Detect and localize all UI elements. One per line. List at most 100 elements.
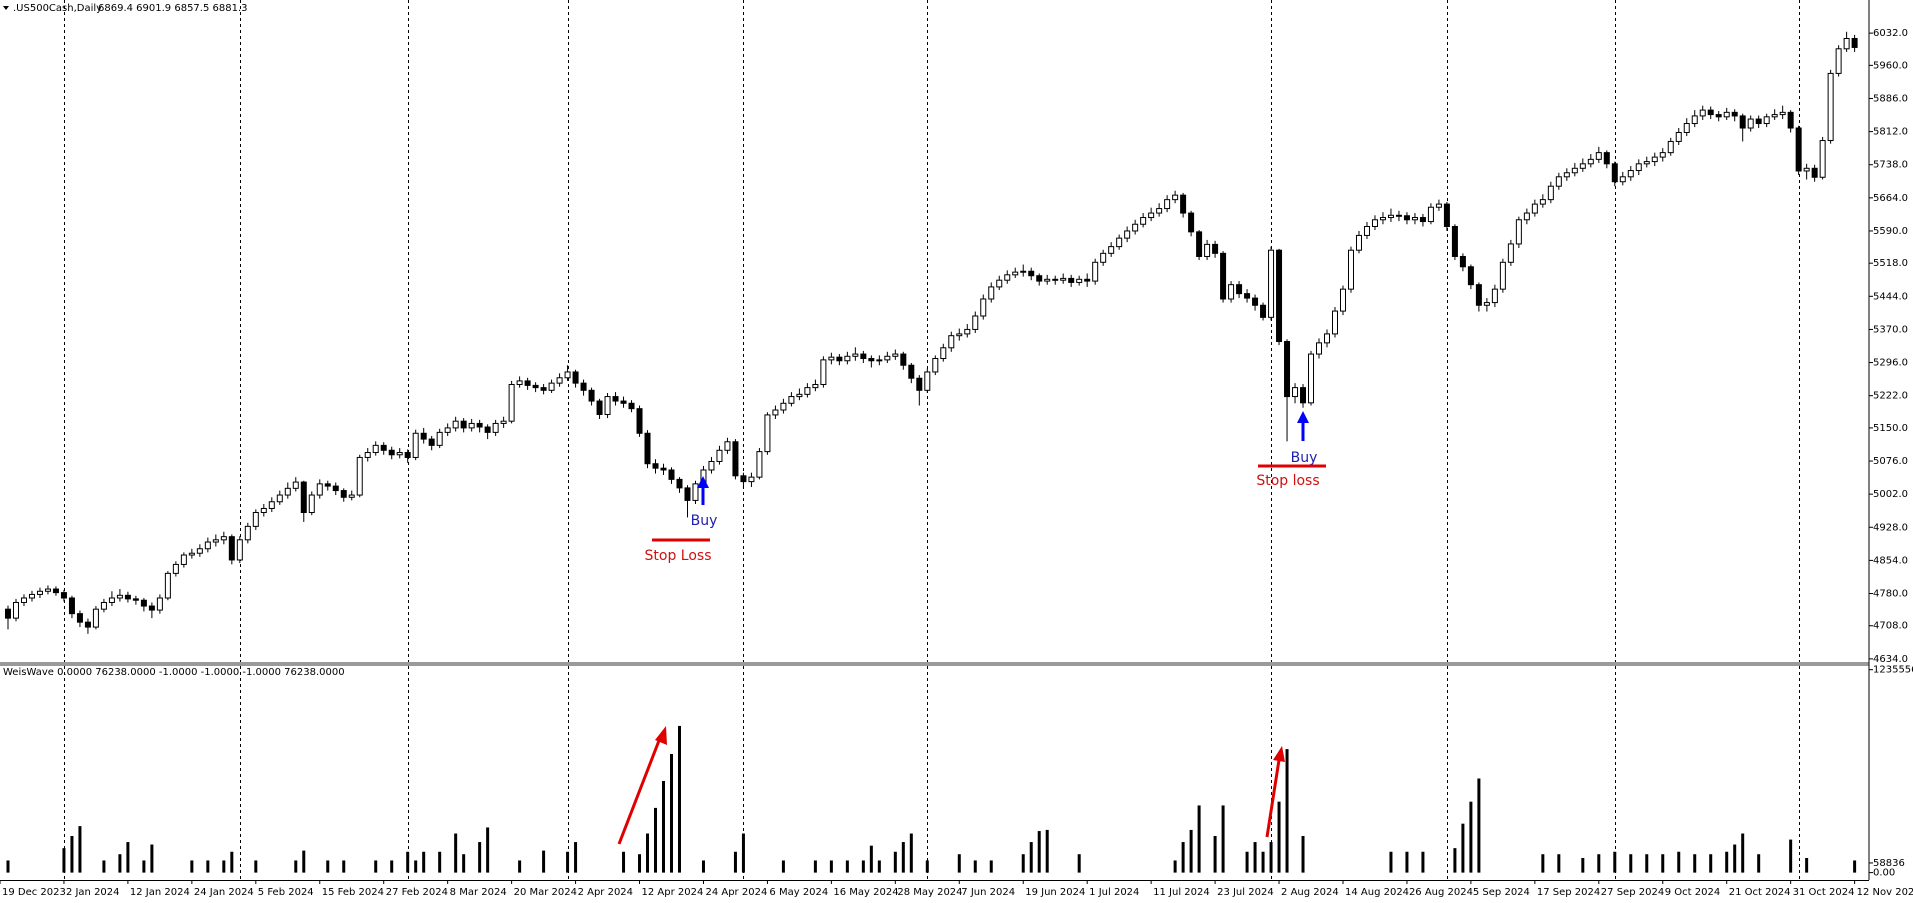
x-tick-label: 24 Jan 2024 (194, 887, 254, 898)
candle-body-down (900, 353, 907, 366)
candle-body-up (1379, 217, 1386, 221)
candle-body-down (836, 356, 843, 362)
volume-bar (845, 860, 849, 873)
candle-body-up (1587, 158, 1594, 165)
volume-bar (1557, 854, 1561, 873)
candle-body-up (12, 601, 19, 619)
y-tick-label: 4708.0 (1873, 621, 1908, 632)
candle-body-up (508, 383, 515, 422)
candle-body-up (292, 481, 299, 489)
candle-body-down (620, 400, 627, 404)
candle-body-down (532, 384, 539, 389)
candle-body-up (1659, 152, 1666, 158)
candle-body-up (1427, 206, 1434, 223)
y-tick-label: 5960.0 (1873, 60, 1908, 71)
candle-body-down (60, 592, 67, 599)
candle-body-up (252, 512, 259, 527)
candle-body-up (1699, 109, 1706, 117)
candle-body-up (964, 328, 971, 335)
volume-bar (70, 835, 74, 873)
y-tick-label: 58836 (1873, 858, 1905, 869)
volume-bar (1477, 778, 1481, 873)
ohlc-info: 6869.4 6901.9 6857.5 6881.3 (98, 3, 248, 14)
candle-body-up (436, 431, 443, 446)
candle-body-up (1371, 219, 1378, 227)
candle-body-up (972, 315, 979, 330)
candle-body-down (1467, 266, 1474, 286)
volume-bar (1173, 860, 1177, 873)
candle-body-down (540, 387, 547, 391)
y-tick-label: 4780.0 (1873, 589, 1908, 600)
candle-body-down (908, 364, 915, 379)
candle-body-down (668, 469, 675, 480)
candle-body-up (1683, 123, 1690, 133)
volume-bar (518, 860, 522, 873)
candle-body-down (1443, 203, 1450, 227)
candle-body-down (76, 613, 83, 623)
candle-body-up (1148, 212, 1155, 219)
y-tick-label: 5444.0 (1873, 291, 1908, 302)
candle-body-up (1763, 116, 1770, 125)
symbol-menu-arrow[interactable] (3, 6, 9, 10)
volume-bar (733, 851, 737, 873)
candle-body-up (212, 539, 219, 543)
volume-bar (374, 860, 378, 873)
candle-body-up (284, 487, 291, 496)
candle-body-up (844, 355, 851, 362)
volume-bar (1677, 851, 1681, 873)
x-tick-label: 17 Sep 2024 (1537, 887, 1600, 898)
candle-body-down (1395, 214, 1402, 217)
candle-body-down (732, 441, 739, 477)
candle-body-up (1675, 131, 1682, 142)
candle-body-up (1363, 225, 1370, 236)
candle-body-down (1212, 243, 1219, 254)
volume-bar (126, 842, 130, 873)
x-tick-label: 2 Jan 2024 (66, 887, 120, 898)
volume-arrow-head (655, 726, 667, 745)
volume-bar (813, 860, 817, 873)
x-tick-label: 8 Mar 2024 (450, 887, 507, 898)
volume-bar (869, 845, 873, 873)
candle-body-up (1531, 203, 1538, 214)
x-tick-label: 12 Jan 2024 (130, 887, 190, 898)
x-tick-label: 7 Jun 2024 (961, 887, 1015, 898)
volume-arrow-head (1273, 746, 1285, 762)
buy-label: Buy (1291, 450, 1318, 466)
candle-body-up (348, 494, 355, 498)
candle-body-up (852, 353, 859, 357)
candle-body-up (452, 420, 459, 429)
candle-body-up (748, 476, 755, 483)
candle-body-up (1619, 176, 1626, 183)
volume-bar (302, 850, 306, 873)
volume-bar (1045, 829, 1049, 873)
candle-body-down (1731, 111, 1738, 117)
candle-body-up (980, 298, 987, 317)
candle-body-up (1667, 140, 1674, 154)
volume-bar (1253, 842, 1257, 873)
candle-body-down (1739, 115, 1746, 129)
y-tick-label: 6032.0 (1873, 28, 1908, 39)
buy-arrow-head (1297, 411, 1309, 423)
candle-body-down (300, 481, 307, 514)
y-tick-label: 5590.0 (1873, 226, 1908, 237)
volume-bar (150, 844, 154, 873)
candle-body-down (1811, 167, 1818, 178)
volume-bar (1189, 829, 1193, 873)
x-tick-label: 5 Feb 2024 (258, 887, 314, 898)
volume-bar (877, 860, 881, 873)
candle-body-up (1020, 270, 1027, 273)
y-tick-label: 5076.0 (1873, 456, 1908, 467)
candle-body-down (460, 420, 467, 429)
candle-body-up (28, 593, 35, 599)
volume-bar (1725, 851, 1729, 873)
x-tick-label: 20 Mar 2024 (514, 887, 577, 898)
stop-loss-label: Stop Loss (645, 548, 712, 564)
volume-bar (230, 851, 234, 873)
candle-body-up (1555, 176, 1562, 187)
candle-body-up (1228, 284, 1235, 300)
candle-body-up (692, 483, 699, 501)
volume-arrow (617, 737, 662, 845)
